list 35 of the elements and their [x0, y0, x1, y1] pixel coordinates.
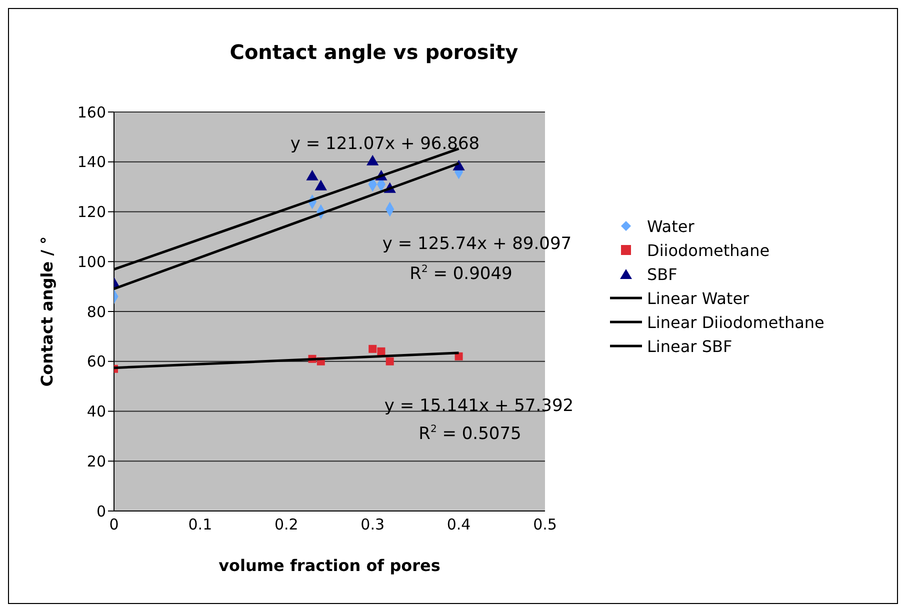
y-axis-title: Contact angle / ° — [38, 236, 57, 387]
annotation: y = 15.141x + 57.392 — [384, 396, 574, 416]
point — [306, 170, 318, 180]
chart-title: Contact angle vs porosity — [230, 40, 518, 64]
x-tick-label: 0.5 — [533, 516, 557, 534]
point — [377, 347, 386, 356]
y-tick-label: 40 — [86, 402, 106, 421]
y-tick-label: 20 — [86, 452, 106, 470]
y-tick-label: 0 — [96, 502, 106, 520]
annotation: y = 121.07x + 96.868 — [290, 134, 480, 154]
point — [366, 154, 379, 166]
y-tick-label: 100 — [77, 252, 106, 271]
annotation: y = 125.74x + 89.097 — [382, 234, 572, 254]
y-tick-label: 60 — [86, 352, 106, 371]
point — [314, 180, 327, 190]
annotation: R$^{2}$ = 0.5075 — [418, 424, 522, 444]
legend-label: Linear SBF — [647, 336, 732, 356]
point — [386, 357, 394, 366]
point — [368, 344, 377, 353]
y-tick-label: 120 — [77, 203, 106, 222]
x-tick-label: 0.4 — [446, 516, 471, 534]
legend-label: Linear Diiodomethane — [647, 312, 824, 332]
x-tick-label: 0.1 — [188, 516, 212, 534]
x-axis-title: volume fraction of pores — [218, 556, 440, 575]
y-tick-label: 140 — [77, 153, 106, 172]
y-tick-label: 80 — [86, 302, 106, 321]
x-tick-label: 0.2 — [274, 516, 298, 534]
legend-label: Water — [647, 216, 694, 236]
annotation: R$^{2}$ = 0.9049 — [410, 264, 512, 284]
y-tick-label: 160 — [77, 103, 106, 122]
legend-label: SBF — [647, 264, 678, 284]
legend-label: Linear Water — [647, 288, 750, 308]
x-tick-label: 0 — [109, 516, 119, 534]
legend-label: Diiodomethane — [647, 240, 770, 260]
x-tick-label: 0.3 — [360, 516, 385, 534]
